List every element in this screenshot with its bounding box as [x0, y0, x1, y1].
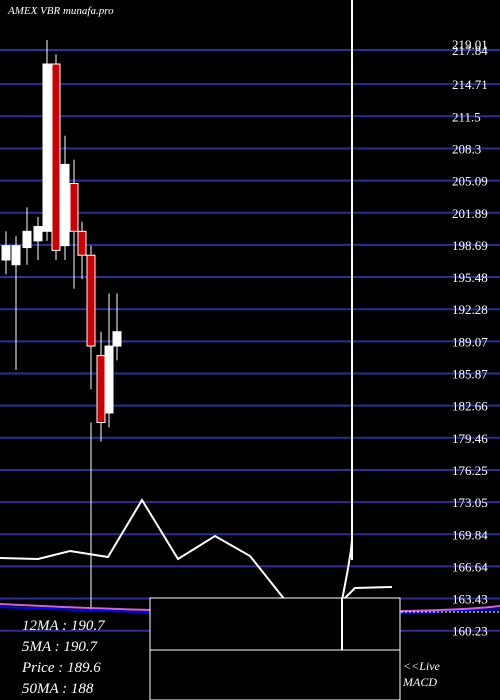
candle-body: [42, 63, 52, 232]
y-tick-label: 198.69: [452, 238, 488, 253]
candle: [33, 216, 43, 261]
candle-body: [33, 226, 43, 242]
candle: [77, 221, 87, 280]
candle: [86, 245, 96, 390]
y-tick-label: 182.66: [452, 399, 488, 414]
candle: [104, 293, 114, 428]
y-tick-label: 189.07: [452, 334, 488, 349]
y-tick-label: 208.3: [452, 141, 481, 156]
candlestick-series: [1, 40, 122, 610]
candle: [51, 54, 61, 261]
candle: [11, 236, 21, 370]
candle-body: [60, 163, 70, 247]
y-tick-label: 219.01: [452, 37, 488, 52]
y-tick-label: 185.87: [452, 367, 488, 382]
price-label: Price : 189.6: [21, 660, 101, 676]
ma50-label: 50MA : 188: [22, 681, 94, 697]
candle: [1, 231, 11, 275]
y-tick-label: 166.64: [452, 559, 488, 574]
candle-body: [11, 245, 21, 266]
moving-average-panel: 12MA : 190.7 5MA : 190.7 Price : 189.6 5…: [21, 618, 106, 697]
y-tick-label: 217.84: [452, 43, 488, 58]
y-tick-label: 173.05: [452, 495, 488, 510]
ma5-label: 5MA : 190.7: [22, 639, 99, 655]
candle: [69, 159, 79, 289]
candle-body: [77, 230, 87, 256]
macd-label: MACD: [402, 675, 437, 689]
candle-body: [104, 345, 114, 414]
chart-title: AMEX VBR munafa.pro: [7, 5, 114, 17]
stats-box: [149, 597, 401, 700]
y-tick-label: 160.23: [452, 624, 488, 639]
candle-body: [51, 63, 61, 251]
live-link[interactable]: <<Live: [403, 659, 441, 673]
candle-body: [1, 245, 11, 261]
y-tick-label: 192.28: [452, 302, 488, 317]
candle: [60, 135, 70, 261]
candle-body: [69, 183, 79, 232]
ma12-label: 12MA : 190.7: [22, 618, 106, 634]
y-tick-label: 176.25: [452, 463, 488, 478]
y-tick-label: 201.89: [452, 206, 488, 221]
candle: [22, 207, 32, 265]
y-tick-label: 179.46: [452, 431, 488, 446]
y-tick-label: 214.71: [452, 77, 488, 92]
spike-line-base: [341, 539, 353, 601]
candle-body: [112, 331, 122, 347]
candle-body: [86, 254, 96, 347]
y-tick-label: 195.48: [452, 270, 488, 285]
y-tick-label: 205.09: [452, 174, 488, 189]
candle: [42, 40, 52, 241]
y-tick-label: 211.5: [452, 109, 481, 124]
candle-body: [22, 230, 32, 249]
candle-body: [96, 355, 106, 424]
y-tick-label: 169.84: [452, 527, 488, 542]
candle: [112, 293, 122, 361]
y-tick-label: 163.43: [452, 592, 488, 607]
